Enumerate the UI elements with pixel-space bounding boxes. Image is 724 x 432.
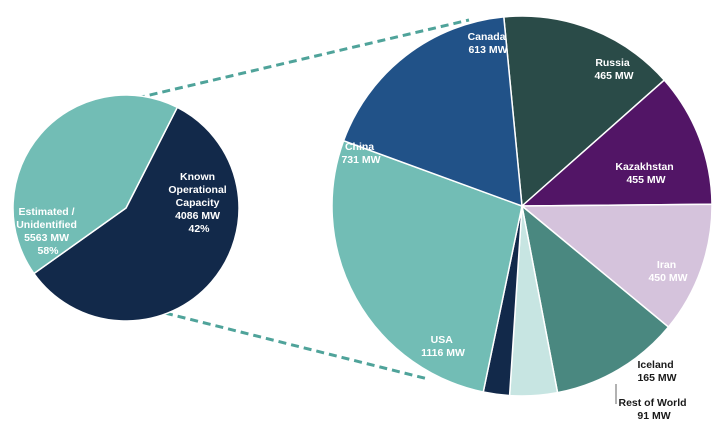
label-russia: Russia 465 MW [594, 57, 633, 82]
slice-estimated-unidentified [33, 106, 240, 322]
label-canada-value: 613 MW [468, 44, 507, 56]
slice-russia [521, 79, 713, 207]
connector-line-top [136, 18, 470, 100]
connector-line-bottom [164, 311, 429, 381]
label-china: China 731 MW [341, 141, 380, 166]
label-canada-name: Canada [468, 31, 506, 43]
label-usa-value: 1116 MW [421, 347, 465, 359]
breakdown-pie [331, 15, 713, 397]
label-known-line1: Known [180, 171, 215, 183]
label-kazakhstan-value: 455 MW [626, 174, 665, 186]
label-known-percent: 42% [188, 223, 210, 235]
label-unidentified-value: 5563 MW [24, 232, 69, 244]
label-iran: Iran 450 MW [648, 259, 687, 284]
slice-iran [521, 205, 670, 394]
slice-kazakhstan [521, 203, 713, 328]
slice-usa [331, 139, 523, 393]
label-rest-of-world-name: Rest of World [619, 397, 687, 409]
label-known-value: 4086 MW [175, 210, 220, 222]
label-rest-of-world: Rest of World 91 MW [619, 397, 690, 422]
label-china-name: China [345, 141, 374, 153]
label-unidentified-line2: Unidentified [16, 219, 77, 231]
label-russia-name: Russia [595, 57, 630, 69]
label-usa-name: USA [431, 334, 454, 346]
label-usa: USA 1116 MW [421, 334, 465, 359]
label-rest-of-world-value: 91 MW [637, 410, 670, 422]
slice-known-operational-capacity [12, 94, 179, 275]
label-unidentified-line1: Estimated / [19, 206, 75, 218]
label-iceland-value: 165 MW [637, 372, 676, 384]
label-known-capacity: Known Operational Capacity 4086 MW 42% [168, 171, 229, 235]
label-known-line2: Operational [168, 184, 226, 196]
label-kazakhstan-name: Kazakhstan [615, 161, 673, 173]
label-iceland-name: Iceland [637, 359, 673, 371]
label-known-line3: Capacity [176, 197, 220, 209]
label-iran-value: 450 MW [648, 272, 687, 284]
label-unidentified: Estimated / Unidentified 5563 MW 58% [16, 206, 80, 257]
label-china-value: 731 MW [341, 154, 380, 166]
slice-china [342, 16, 523, 207]
label-iran-name: Iran [657, 259, 676, 271]
label-iceland: Iceland 165 MW [637, 359, 676, 384]
label-unidentified-percent: 58% [37, 245, 59, 257]
label-kazakhstan: Kazakhstan 455 MW [615, 161, 676, 186]
connector-lines [136, 18, 470, 381]
label-canada: Canada 613 MW [468, 31, 509, 56]
slice-canada [503, 15, 666, 207]
label-russia-value: 465 MW [594, 70, 633, 82]
small-pie [12, 94, 240, 322]
